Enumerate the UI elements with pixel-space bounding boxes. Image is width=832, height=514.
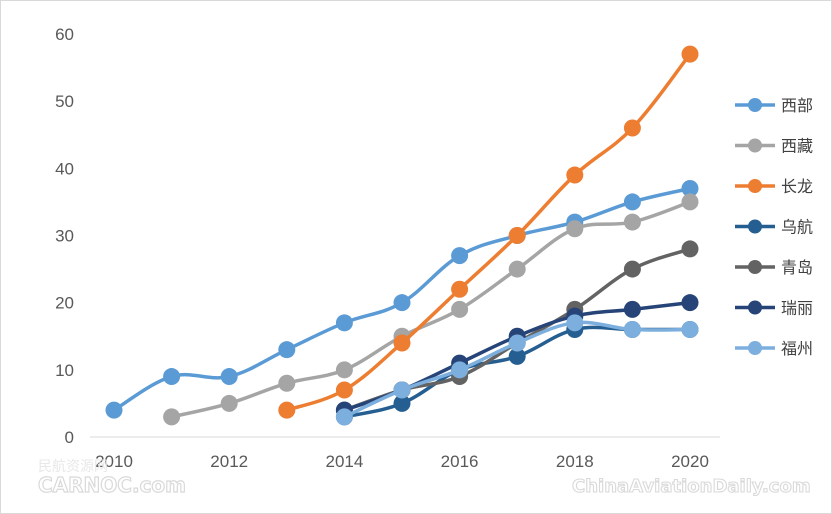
data-point <box>105 401 123 419</box>
data-point <box>451 300 469 318</box>
data-point <box>163 408 181 426</box>
legend-swatch-marker <box>748 260 762 274</box>
data-point <box>451 247 469 265</box>
legend-swatch-marker <box>748 98 762 112</box>
data-point <box>681 45 699 63</box>
data-point <box>335 361 353 379</box>
legend-item: 青岛 <box>735 259 813 277</box>
y-tick-label: 10 <box>55 361 74 380</box>
watermark-left-en: CARNOC.com <box>38 473 186 497</box>
data-point <box>335 408 353 426</box>
legend-label: 乌航 <box>781 219 813 237</box>
y-tick-label: 40 <box>55 159 74 178</box>
legend-swatch-marker <box>748 219 762 234</box>
data-point <box>393 381 411 399</box>
legend-swatch-marker <box>748 138 762 153</box>
legend-item: 乌航 <box>735 219 813 237</box>
x-tick-label: 2010 <box>95 452 133 471</box>
series-3 <box>278 45 699 419</box>
data-point <box>681 179 699 197</box>
series-line <box>169 200 692 419</box>
data-point <box>623 260 641 278</box>
legend-label: 瑞丽 <box>781 300 813 318</box>
y-tick-label: 50 <box>55 92 74 111</box>
data-point <box>623 300 641 318</box>
data-point <box>681 240 699 258</box>
data-point <box>566 220 584 238</box>
data-point <box>393 334 411 352</box>
legend-label: 青岛 <box>781 259 813 277</box>
data-point <box>508 227 526 244</box>
y-tick-label: 30 <box>55 227 74 246</box>
data-point <box>508 347 526 365</box>
data-point <box>681 294 699 312</box>
data-point <box>220 368 238 386</box>
data-point <box>278 374 296 392</box>
data-point <box>623 321 641 339</box>
data-point <box>163 368 181 386</box>
data-point <box>623 193 641 211</box>
data-point <box>681 193 699 211</box>
series-2 <box>163 193 699 426</box>
legend-item: 西藏 <box>735 138 813 156</box>
watermark-left-cn: 民航资源网 <box>38 459 108 475</box>
x-tick-label: 2020 <box>671 452 709 471</box>
data-point <box>278 341 296 359</box>
legend-item: 瑞丽 <box>735 300 813 318</box>
data-point <box>335 314 353 332</box>
data-point <box>623 213 641 231</box>
data-point <box>623 119 641 137</box>
data-point <box>451 361 469 379</box>
legend-item: 西部 <box>735 97 813 115</box>
x-tick-label: 2014 <box>325 452 363 471</box>
x-tick-label: 2016 <box>441 452 479 471</box>
data-point <box>566 166 584 184</box>
data-point <box>278 401 296 419</box>
data-point <box>508 260 526 278</box>
watermarks: 民航资源网 CARNOC.com ChinaAviationDaily.com <box>37 459 811 498</box>
legend-label: 长龙 <box>781 178 813 196</box>
y-tick-label: 60 <box>55 25 74 44</box>
legend-label: 西部 <box>781 97 813 115</box>
data-point <box>566 314 584 332</box>
legend-swatch-marker <box>748 300 762 315</box>
legend-swatch-marker <box>748 341 762 355</box>
watermark-right-en: ChinaAviationDaily.com <box>572 476 811 497</box>
data-point <box>681 321 699 339</box>
y-tick-label: 20 <box>55 294 74 313</box>
legend-item: 福州 <box>735 340 813 358</box>
data-point <box>393 394 411 412</box>
legend-swatch-marker <box>748 179 762 193</box>
legend-label: 福州 <box>781 340 813 358</box>
data-point <box>451 280 469 298</box>
data-point <box>393 294 411 312</box>
x-tick-label: 2018 <box>556 452 594 471</box>
data-point <box>335 381 353 399</box>
axes: 0 10 20 30 40 50 60 2010 2012 2014 2016 2018 2020 <box>55 25 720 471</box>
legend-item: 长龙 <box>735 178 813 196</box>
series-7 <box>335 314 699 426</box>
series-layer <box>105 45 699 426</box>
data-point <box>220 394 238 412</box>
y-tick-label: 0 <box>65 428 74 447</box>
data-point <box>508 334 526 352</box>
legend-label: 西藏 <box>781 138 813 156</box>
x-tick-label: 2012 <box>210 452 248 471</box>
